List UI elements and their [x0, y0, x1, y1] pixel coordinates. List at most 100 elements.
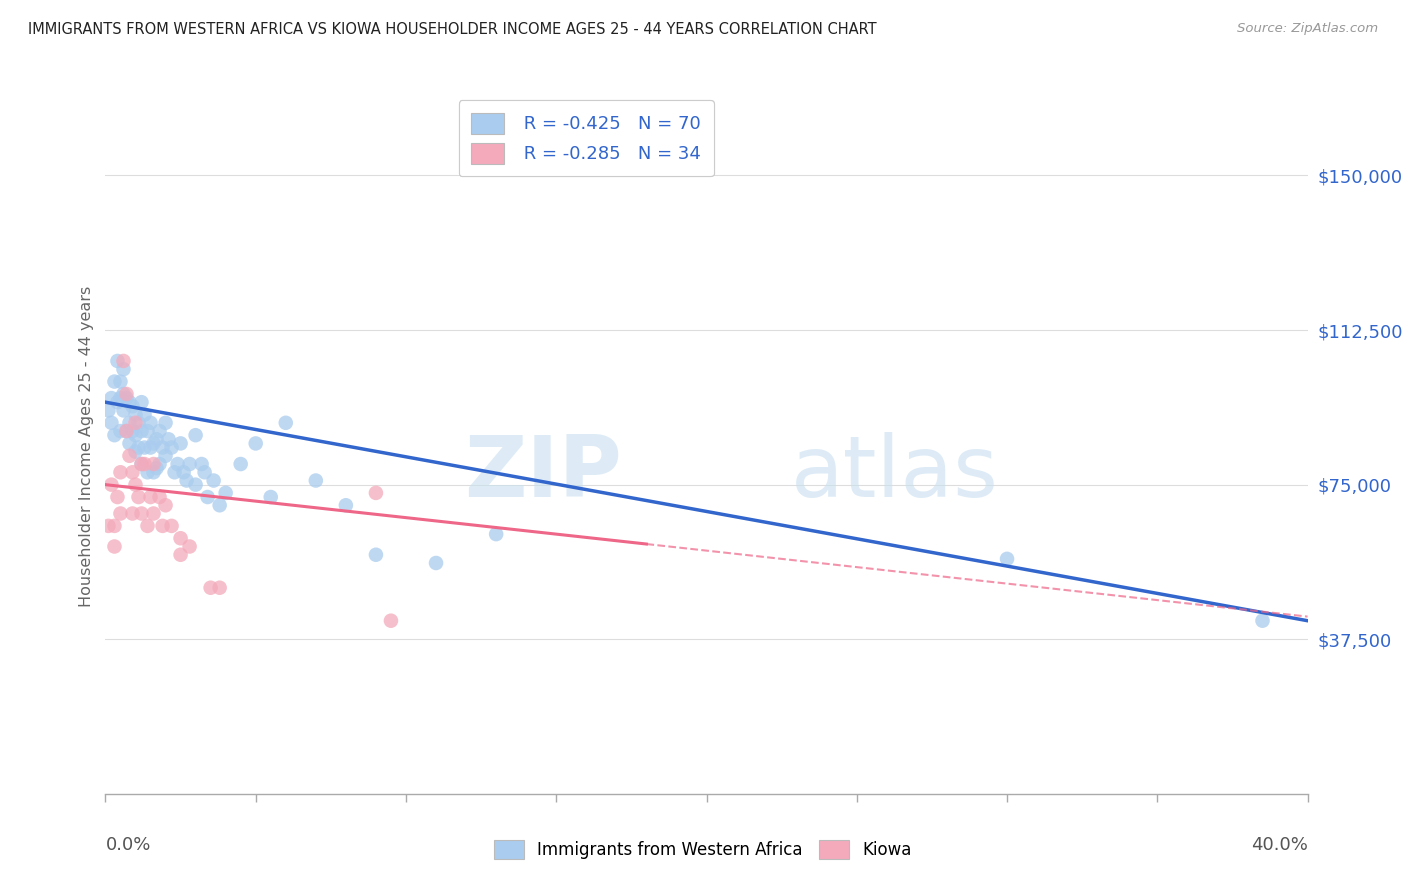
Legend: Immigrants from Western Africa, Kiowa: Immigrants from Western Africa, Kiowa: [488, 833, 918, 866]
Point: [169, 548, 191, 562]
Point: [103, 540, 125, 554]
Point: [103, 519, 125, 533]
Point: [145, 432, 167, 446]
Point: [176, 474, 198, 488]
Point: [160, 441, 183, 455]
Text: ZIP: ZIP: [464, 433, 623, 516]
Point: [169, 436, 191, 450]
Point: [179, 540, 201, 554]
Point: [124, 444, 146, 458]
Point: [112, 387, 135, 401]
Point: [380, 614, 402, 628]
Point: [364, 548, 387, 562]
Point: [142, 507, 165, 521]
Text: IMMIGRANTS FROM WESTERN AFRICA VS KIOWA HOUSEHOLDER INCOME AGES 25 - 44 YEARS CO: IMMIGRANTS FROM WESTERN AFRICA VS KIOWA …: [28, 22, 877, 37]
Point: [97, 403, 120, 417]
Point: [155, 498, 177, 512]
Point: [112, 403, 135, 417]
Point: [110, 465, 132, 479]
Point: [100, 477, 122, 491]
Point: [364, 486, 387, 500]
Point: [131, 457, 153, 471]
Point: [121, 507, 143, 521]
Point: [1251, 614, 1274, 628]
Point: [485, 527, 508, 541]
Point: [128, 416, 150, 430]
Point: [121, 465, 143, 479]
Point: [202, 474, 225, 488]
Point: [245, 436, 267, 450]
Point: [131, 424, 153, 438]
Point: [134, 408, 156, 422]
Point: [139, 441, 162, 455]
Point: [124, 416, 146, 430]
Point: [110, 424, 132, 438]
Point: [148, 424, 170, 438]
Point: [194, 465, 217, 479]
Point: [107, 490, 129, 504]
Point: [157, 432, 180, 446]
Y-axis label: Householder Income Ages 25 - 44 years: Householder Income Ages 25 - 44 years: [79, 285, 94, 607]
Point: [136, 424, 159, 438]
Point: [110, 391, 132, 405]
Point: [160, 519, 183, 533]
Point: [197, 490, 219, 504]
Point: [229, 457, 252, 471]
Point: [173, 465, 195, 479]
Text: atlas: atlas: [790, 433, 998, 516]
Point: [134, 457, 156, 471]
Point: [163, 465, 186, 479]
Point: [136, 519, 159, 533]
Point: [131, 395, 153, 409]
Point: [260, 490, 283, 504]
Point: [190, 457, 212, 471]
Point: [103, 375, 125, 389]
Point: [155, 416, 177, 430]
Point: [115, 424, 138, 438]
Point: [118, 416, 141, 430]
Point: [274, 416, 297, 430]
Point: [100, 391, 122, 405]
Point: [142, 436, 165, 450]
Point: [148, 457, 170, 471]
Point: [155, 449, 177, 463]
Point: [134, 441, 156, 455]
Point: [995, 552, 1018, 566]
Point: [121, 424, 143, 438]
Point: [124, 428, 146, 442]
Point: [131, 507, 153, 521]
Point: [121, 400, 143, 414]
Text: 0.0%: 0.0%: [105, 836, 150, 854]
Point: [128, 441, 150, 455]
Point: [124, 477, 146, 491]
Point: [112, 354, 135, 368]
Point: [166, 457, 188, 471]
Point: [152, 519, 174, 533]
Point: [184, 477, 207, 491]
Point: [110, 507, 132, 521]
Legend:  R = -0.425   N = 70,  R = -0.285   N = 34: R = -0.425 N = 70, R = -0.285 N = 34: [458, 100, 714, 177]
Point: [139, 490, 162, 504]
Point: [184, 428, 207, 442]
Point: [214, 486, 236, 500]
Point: [115, 387, 138, 401]
Point: [118, 395, 141, 409]
Point: [425, 556, 447, 570]
Point: [335, 498, 357, 512]
Point: [148, 490, 170, 504]
Point: [118, 449, 141, 463]
Point: [115, 424, 138, 438]
Point: [305, 474, 328, 488]
Text: Source: ZipAtlas.com: Source: ZipAtlas.com: [1237, 22, 1378, 36]
Point: [97, 519, 120, 533]
Point: [131, 457, 153, 471]
Point: [208, 581, 231, 595]
Point: [124, 408, 146, 422]
Point: [208, 498, 231, 512]
Point: [100, 416, 122, 430]
Point: [128, 490, 150, 504]
Point: [139, 416, 162, 430]
Point: [107, 354, 129, 368]
Point: [179, 457, 201, 471]
Point: [152, 441, 174, 455]
